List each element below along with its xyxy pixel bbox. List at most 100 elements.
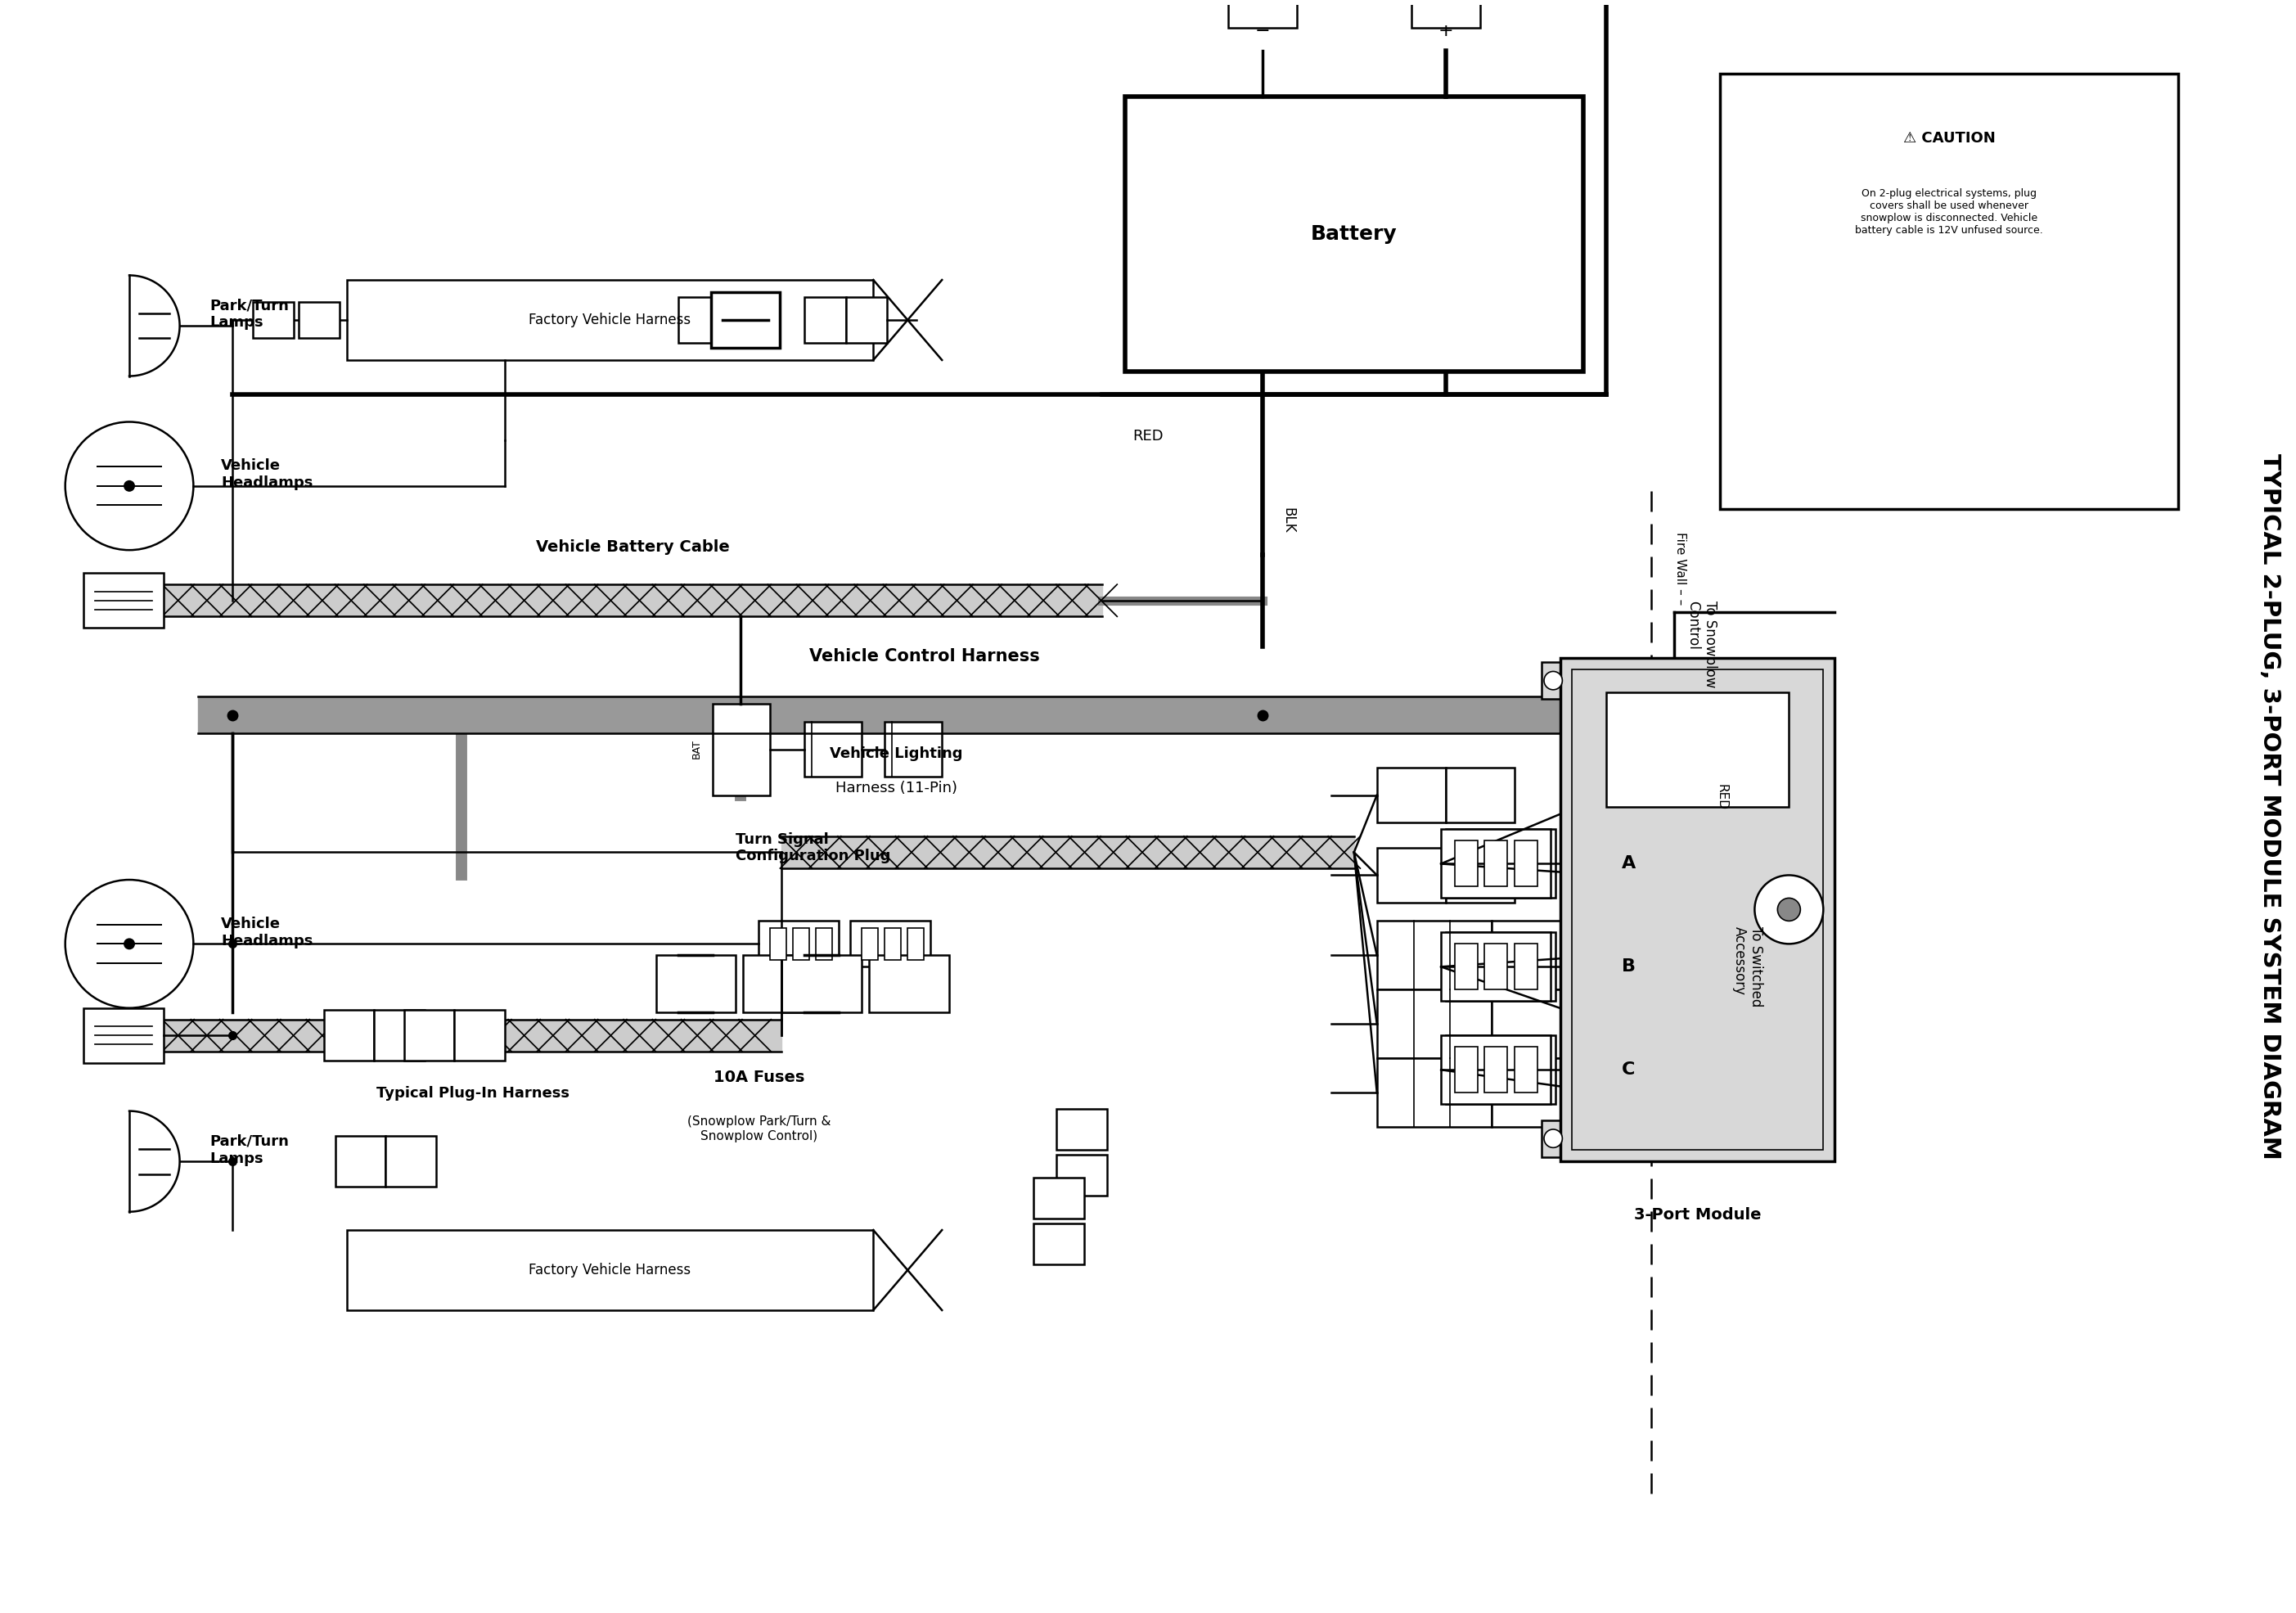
Bar xyxy=(1033,1223,1084,1265)
Circle shape xyxy=(1543,1129,1561,1147)
Circle shape xyxy=(124,939,135,948)
Circle shape xyxy=(1777,898,1800,921)
Bar xyxy=(1412,0,1481,27)
Text: C: C xyxy=(1621,1061,1635,1077)
Bar xyxy=(386,1136,436,1187)
Bar xyxy=(1605,692,1789,806)
Text: On 2-plug electrical systems, plug
covers shall be used whenever
snowplow is dis: On 2-plug electrical systems, plug cover… xyxy=(1855,189,2043,235)
Bar xyxy=(657,955,737,1013)
Text: (Snowplow Park/Turn &
Snowplow Control): (Snowplow Park/Turn & Snowplow Control) xyxy=(687,1116,831,1142)
Bar xyxy=(455,1010,505,1061)
Text: ⚠ CAUTION: ⚠ CAUTION xyxy=(1903,131,1995,145)
Bar xyxy=(1125,97,1582,371)
Bar xyxy=(804,721,861,777)
Bar xyxy=(730,297,778,344)
Text: Turn Signal
Configuration Plug: Turn Signal Configuration Plug xyxy=(737,832,891,863)
Bar xyxy=(1515,1047,1536,1092)
Bar xyxy=(1378,921,1492,990)
Bar xyxy=(1378,1058,1492,1127)
Bar xyxy=(792,927,808,960)
Text: 3-Port Module: 3-Port Module xyxy=(1635,1207,1761,1223)
Bar xyxy=(1486,1047,1508,1092)
Text: Factory Vehicle Harness: Factory Vehicle Harness xyxy=(528,313,691,327)
Bar xyxy=(1492,921,1605,990)
Bar xyxy=(1033,1177,1084,1218)
Bar xyxy=(324,1010,374,1061)
Bar xyxy=(868,955,948,1013)
Bar xyxy=(884,927,900,960)
Bar xyxy=(1515,944,1536,990)
Text: Vehicle
Headlamps: Vehicle Headlamps xyxy=(220,458,312,490)
Bar xyxy=(1456,1047,1479,1092)
Circle shape xyxy=(64,879,193,1008)
Bar xyxy=(1486,944,1508,990)
Circle shape xyxy=(1543,671,1561,690)
Text: To Snowplow
Control: To Snowplow Control xyxy=(1685,600,1717,687)
Bar xyxy=(347,1231,872,1310)
Bar xyxy=(850,921,930,966)
Bar xyxy=(83,1008,163,1063)
Bar xyxy=(1442,829,1550,898)
Bar xyxy=(1492,1058,1605,1127)
Bar xyxy=(1492,990,1605,1058)
Text: Vehicle Lighting: Vehicle Lighting xyxy=(829,745,962,761)
Bar xyxy=(1628,687,1669,742)
Text: BLK: BLK xyxy=(1281,508,1295,534)
Bar xyxy=(1446,932,1554,1002)
Bar xyxy=(815,927,831,960)
Text: A: A xyxy=(1621,855,1635,873)
Bar xyxy=(861,927,877,960)
Bar xyxy=(1541,663,1564,698)
Text: Fire Wall – –: Fire Wall – – xyxy=(1674,532,1688,605)
Bar xyxy=(714,703,769,795)
Circle shape xyxy=(1754,876,1823,944)
Bar xyxy=(1515,840,1536,887)
Bar xyxy=(298,302,340,339)
Bar xyxy=(1378,848,1446,903)
Bar xyxy=(1446,829,1554,898)
Bar xyxy=(769,927,785,960)
Text: To Switched
Accessory: To Switched Accessory xyxy=(1731,926,1763,1007)
Text: TYPICAL 2-PLUG, 3-PORT MODULE SYSTEM DIAGRAM: TYPICAL 2-PLUG, 3-PORT MODULE SYSTEM DIA… xyxy=(2259,453,2282,1160)
Bar xyxy=(253,302,294,339)
Text: B: B xyxy=(1621,958,1635,974)
Text: BAT: BAT xyxy=(691,739,703,760)
Bar xyxy=(712,292,778,347)
Bar xyxy=(1378,768,1446,823)
Bar xyxy=(1456,944,1479,990)
Bar xyxy=(744,955,822,1013)
Circle shape xyxy=(124,481,135,490)
Bar xyxy=(1486,840,1508,887)
Text: Vehicle Battery Cable: Vehicle Battery Cable xyxy=(535,539,730,555)
Bar xyxy=(347,281,872,360)
Bar xyxy=(1446,768,1515,823)
Text: −: − xyxy=(1256,23,1270,39)
Bar xyxy=(1056,1108,1107,1150)
Text: Battery: Battery xyxy=(1311,224,1398,244)
Circle shape xyxy=(64,423,193,550)
Bar xyxy=(1442,932,1550,1002)
Text: Park/Turn
Lamps: Park/Turn Lamps xyxy=(209,1134,289,1166)
Text: +: + xyxy=(1437,23,1453,39)
Text: Factory Vehicle Harness: Factory Vehicle Harness xyxy=(528,1263,691,1277)
Bar xyxy=(1056,1155,1107,1195)
Bar xyxy=(1541,1119,1564,1157)
Text: Vehicle
Headlamps: Vehicle Headlamps xyxy=(220,916,312,948)
Bar xyxy=(907,927,923,960)
Bar xyxy=(1570,669,1823,1150)
Text: Park/Turn
Lamps: Park/Turn Lamps xyxy=(209,298,289,331)
Bar xyxy=(781,955,861,1013)
Text: Vehicle Control Harness: Vehicle Control Harness xyxy=(810,648,1040,665)
Bar xyxy=(1378,990,1492,1058)
Bar xyxy=(804,297,845,344)
Text: RED: RED xyxy=(1132,429,1164,444)
Bar xyxy=(404,1010,455,1061)
Bar xyxy=(1446,1036,1554,1105)
Text: Typical Plug-In Harness: Typical Plug-In Harness xyxy=(377,1086,569,1100)
Bar xyxy=(1442,1036,1550,1105)
Bar xyxy=(760,921,838,966)
Bar xyxy=(884,721,941,777)
Bar xyxy=(335,1136,386,1187)
Bar xyxy=(83,573,163,627)
Text: Harness (11-Pin): Harness (11-Pin) xyxy=(836,781,957,795)
